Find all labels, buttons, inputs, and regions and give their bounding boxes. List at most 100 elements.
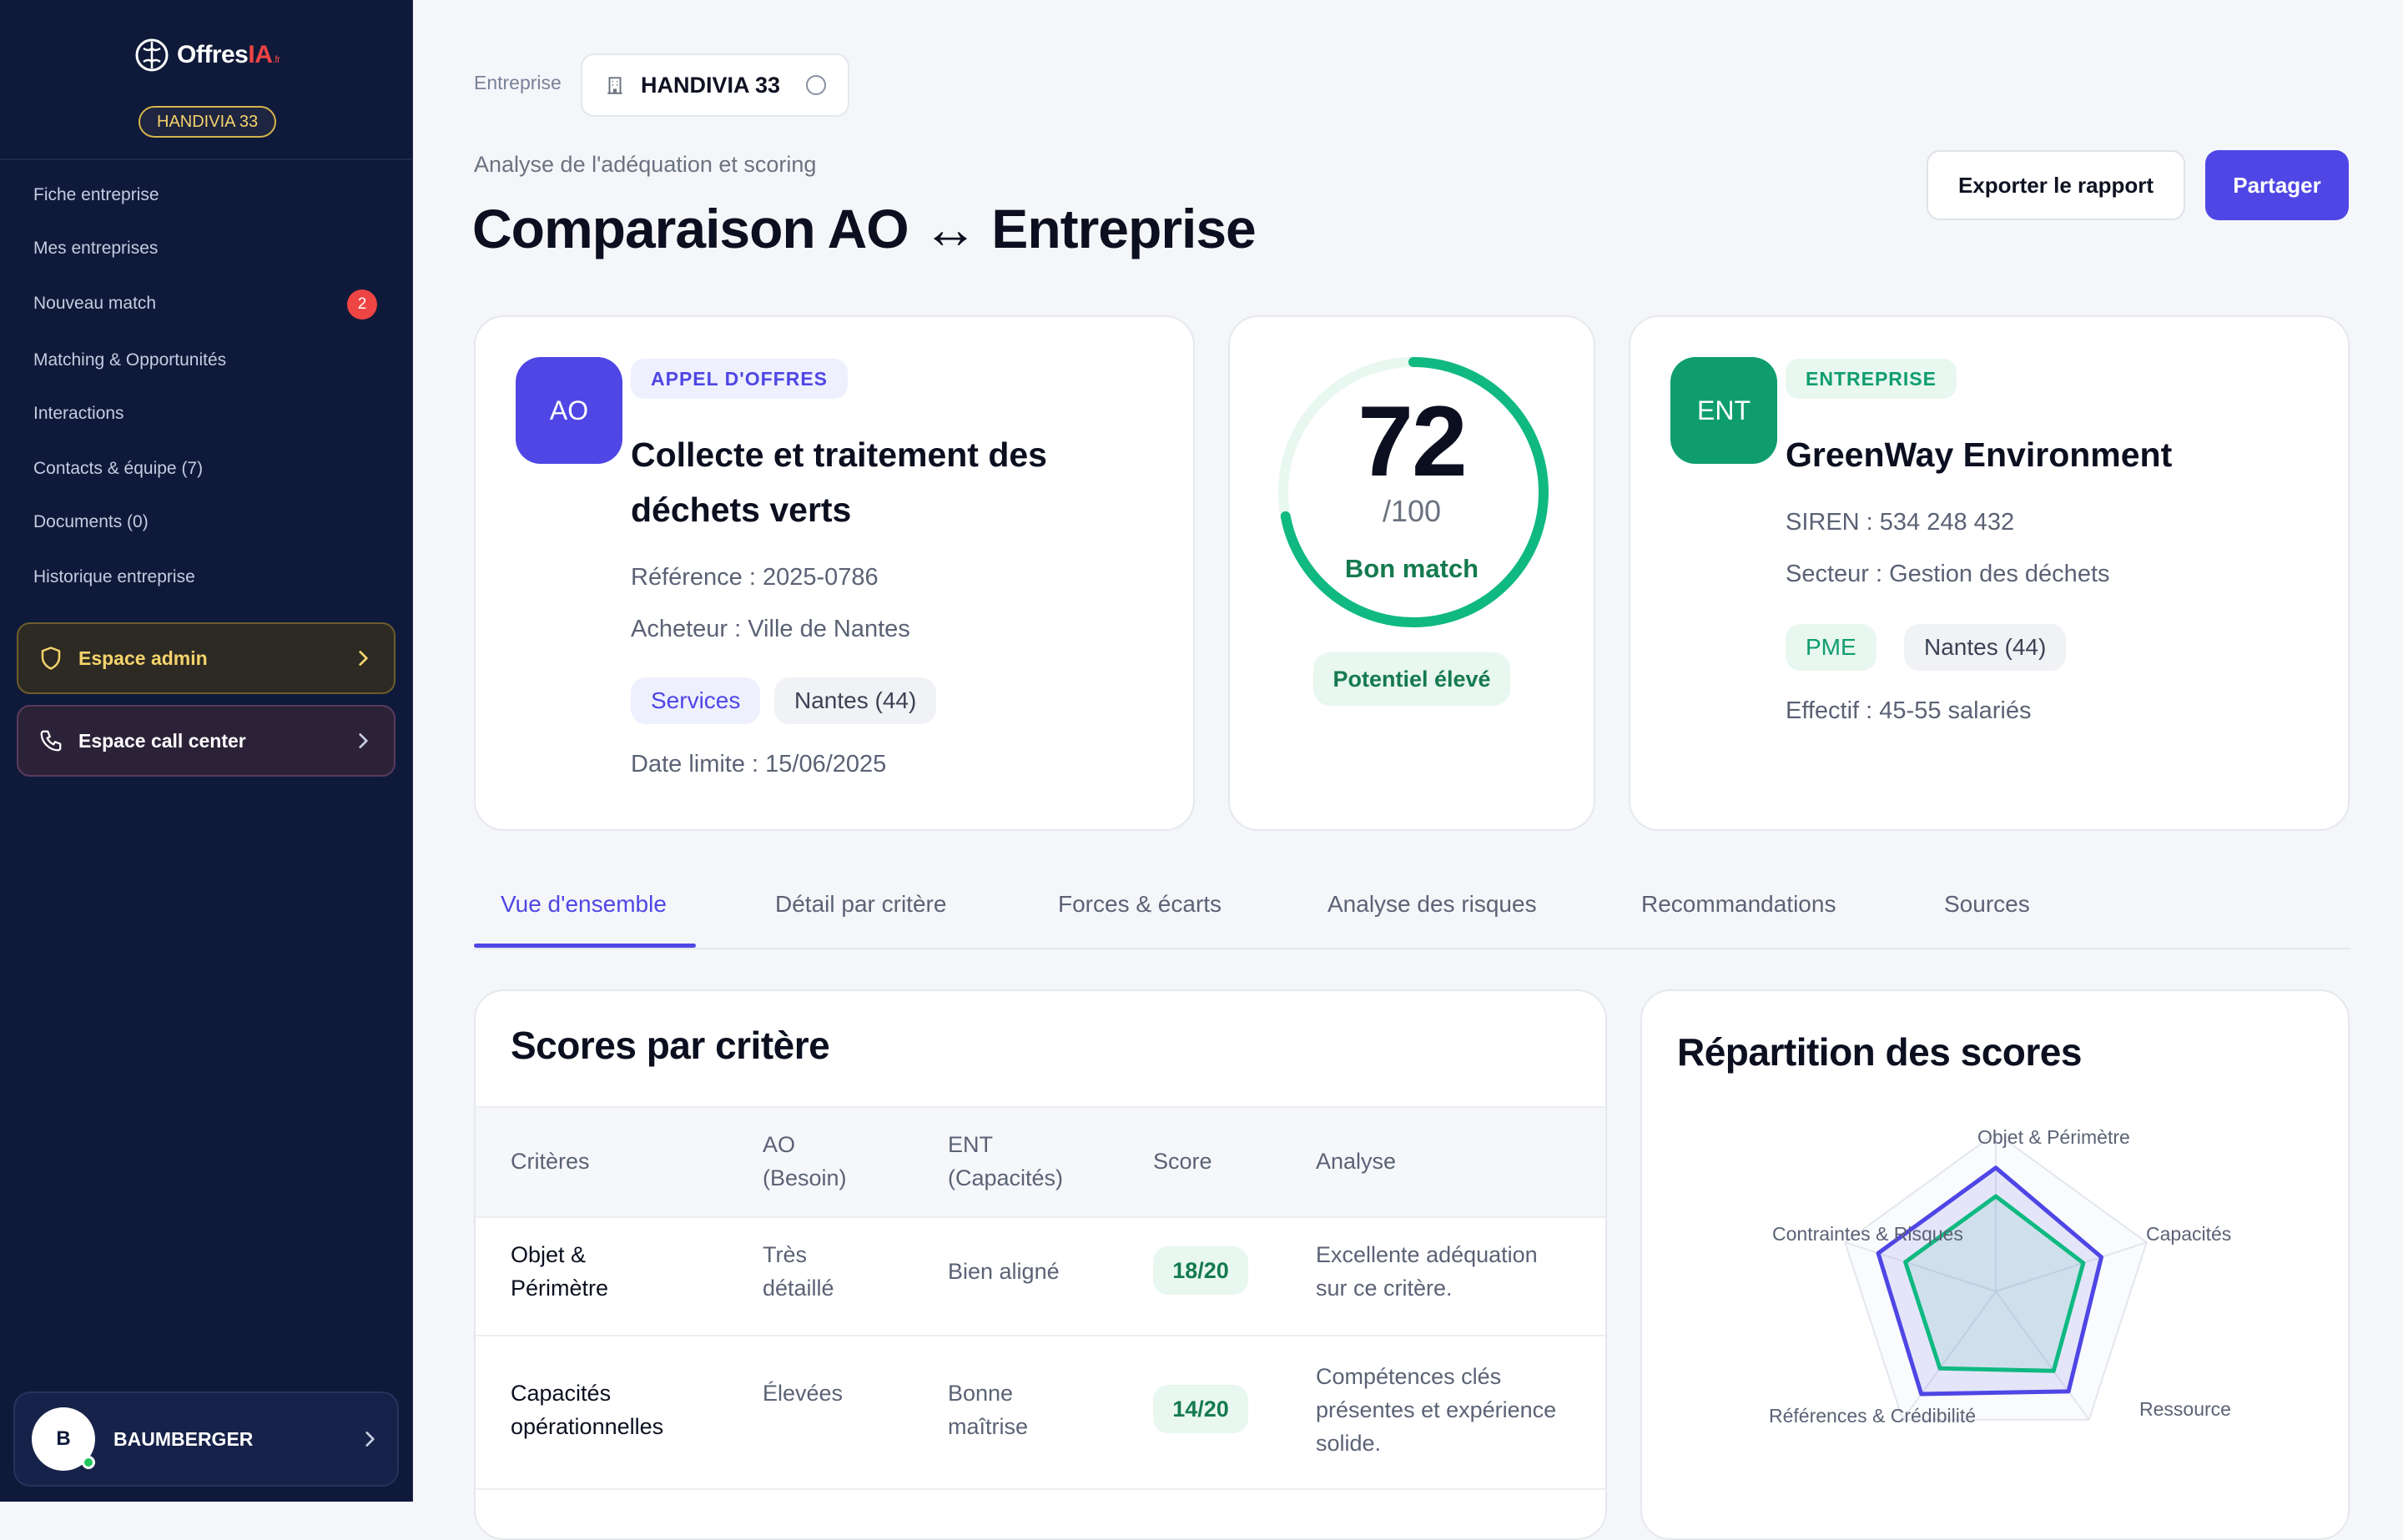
ao-card: AO APPEL D'OFFRES Collecte et traitement… — [474, 315, 1195, 831]
row2-analysis-line1: Compétences clés — [1316, 1364, 1502, 1389]
nav-mes-entreprises[interactable]: Mes entreprises — [33, 239, 159, 258]
th-score: Score — [1153, 1149, 1212, 1174]
radar-axis-label-ressource: Ressource — [2139, 1398, 2231, 1420]
sidebar: OffresIA.fr HANDIVIA 33 Fiche entreprise… — [0, 0, 413, 1502]
row2-analysis-line3: solide. — [1316, 1431, 1382, 1456]
enterprise-selector[interactable]: HANDIVIA 33 — [581, 53, 849, 117]
admin-space-label: Espace admin — [78, 647, 208, 669]
logo[interactable]: OffresIA.fr — [134, 37, 280, 73]
tab-recommendations[interactable]: Recommandations — [1641, 891, 1836, 917]
avatar: B — [32, 1407, 95, 1471]
radar-title: Répartition des scores — [1677, 1030, 2082, 1074]
nouveau-match-count-badge: 2 — [347, 289, 377, 320]
call-center-space-button[interactable]: Espace call center — [17, 705, 395, 777]
tab-risk-analysis[interactable]: Analyse des risques — [1327, 891, 1537, 917]
radar-axis-label-contraintes: Contraintes & Risques — [1772, 1223, 1963, 1245]
row2-analysis-line2: présentes et expérience — [1316, 1397, 1557, 1422]
current-enterprise-pill[interactable]: HANDIVIA 33 — [139, 106, 277, 138]
radar-chart — [1844, 1131, 2148, 1421]
user-name: BAUMBERGER — [113, 1427, 254, 1450]
th-ent-line2: (Capacités) — [948, 1165, 1064, 1190]
ent-type-tag: ENTREPRISE — [1786, 359, 1957, 399]
ent-staff: Effectif : 45-55 salariés — [1786, 697, 2032, 724]
th-ent-line1: ENT — [948, 1132, 993, 1157]
row1-analysis-line1: Excellente adéquation — [1316, 1242, 1538, 1267]
radar-axis-line — [1995, 1241, 2148, 1292]
online-status-dot — [82, 1456, 95, 1469]
row1-criteria-line1: Objet & — [511, 1242, 587, 1267]
status-circle-icon — [806, 75, 826, 95]
th-ao-line1: AO — [763, 1132, 796, 1157]
logo-text: OffresIA.fr — [177, 41, 280, 68]
tab-strengths-gaps[interactable]: Forces & écarts — [1058, 891, 1222, 917]
score-max: /100 — [1382, 494, 1442, 528]
nav-nouveau-match[interactable]: Nouveau match — [33, 294, 157, 313]
page-subtitle: Analyse de l'adéquation et scoring — [474, 152, 817, 177]
nav-contacts-equipe[interactable]: Contacts & équipe (7) — [33, 459, 204, 478]
nav-fiche-entreprise[interactable]: Fiche entreprise — [33, 185, 159, 204]
tabs-divider — [474, 948, 2350, 949]
row1-ao-line2: détaillé — [763, 1276, 834, 1301]
potential-badge: Potentiel élevé — [1313, 652, 1510, 706]
ent-chip-location: Nantes (44) — [1904, 624, 2067, 671]
ao-badge: AO — [516, 357, 622, 464]
row2-ao: Élevées — [763, 1381, 844, 1406]
row1-criteria-line2: Périmètre — [511, 1276, 609, 1301]
enterprise-card: ENT ENTREPRISE GreenWay Environment SIRE… — [1629, 315, 2350, 831]
radar-axis-line — [1995, 1291, 2090, 1421]
radar-grid — [1844, 1131, 2148, 1421]
chevron-right-icon — [359, 733, 368, 748]
row2-score-badge: 14/20 — [1153, 1385, 1248, 1433]
row1-ent: Bien aligné — [948, 1259, 1060, 1284]
scores-table-title: Scores par critère — [511, 1024, 830, 1067]
ao-chip-category: Services — [631, 677, 761, 724]
user-profile-card[interactable]: B BAUMBERGER — [13, 1392, 399, 1487]
score-card: 72 /100 Bon match Potentiel élevé — [1228, 315, 1595, 831]
phone-icon — [40, 730, 62, 752]
building-icon — [607, 77, 622, 94]
tab-overview[interactable]: Vue d'ensemble — [501, 891, 667, 917]
row1-score-badge: 18/20 — [1153, 1246, 1248, 1295]
radar-axis-label-objet: Objet & Périmètre — [1977, 1126, 2130, 1148]
call-center-space-label: Espace call center — [78, 729, 246, 752]
nav-matching-opportunites[interactable]: Matching & Opportunités — [33, 350, 227, 370]
ao-title-line1: Collecte et traitement des — [631, 435, 1047, 474]
nav-interactions[interactable]: Interactions — [33, 404, 124, 423]
score-verdict: Bon match — [1344, 554, 1479, 583]
row2-criteria-line1: Capacités — [511, 1381, 612, 1406]
page-title: Comparaison AO ↔ Entreprise — [472, 198, 1257, 259]
ent-chip-size: PME — [1786, 624, 1877, 671]
score-value: 72 — [1358, 385, 1467, 497]
nav-documents[interactable]: Documents (0) — [33, 512, 149, 531]
ao-reference: Référence : 2025-0786 — [631, 564, 879, 591]
chevron-right-icon — [365, 1432, 375, 1447]
row1-ao-line1: Très — [763, 1242, 807, 1267]
radar-axis-label-references: Références & Crédibilité — [1769, 1405, 1977, 1427]
admin-space-button[interactable]: Espace admin — [17, 622, 395, 694]
th-criteria: Critères — [511, 1149, 590, 1174]
shield-icon — [41, 647, 61, 670]
export-report-button[interactable]: Exporter le rapport — [1927, 150, 2185, 220]
tab-sources[interactable]: Sources — [1944, 891, 2030, 917]
chevron-right-icon — [359, 651, 368, 666]
ent-siren: SIREN : 534 248 432 — [1786, 509, 2015, 536]
ent-badge: ENT — [1670, 357, 1777, 464]
radar-axis-line — [1844, 1241, 1997, 1292]
radar-axis-label-capacites: Capacités — [2146, 1223, 2232, 1245]
brain-logo-icon — [135, 38, 169, 72]
radar-axis-line — [1902, 1291, 1997, 1421]
ent-sector: Secteur : Gestion des déchets — [1786, 561, 2110, 587]
ent-title: GreenWay Environment — [1786, 435, 2173, 474]
ao-type-tag: APPEL D'OFFRES — [631, 359, 849, 399]
radar-series-ao — [1876, 1165, 2103, 1397]
row-divider — [476, 1335, 1605, 1336]
nav-historique-entreprise[interactable]: Historique entreprise — [33, 567, 195, 586]
row2-ent-line2: maîtrise — [948, 1414, 1029, 1439]
share-button[interactable]: Partager — [2205, 150, 2349, 220]
row2-ent-line1: Bonne — [948, 1381, 1014, 1406]
scores-table-card: Scores par critère Critères AO (Besoin) … — [474, 989, 1607, 1540]
table-header: Critères AO (Besoin) ENT (Capacités) Sco… — [476, 1106, 1605, 1218]
radar-card: Répartition des scores Objet & Périmètre… — [1640, 989, 2350, 1540]
tab-criteria-detail[interactable]: Détail par critère — [775, 891, 947, 917]
enterprise-selector-value: HANDIVIA 33 — [641, 72, 781, 98]
